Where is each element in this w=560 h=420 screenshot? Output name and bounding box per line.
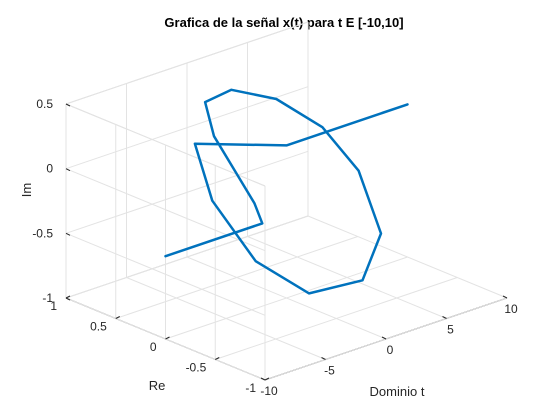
series-line — [164, 88, 409, 295]
grid-line — [65, 86, 309, 170]
y-tick-mark — [65, 295, 71, 299]
grid-line — [65, 103, 266, 187]
grid-lines — [65, 21, 508, 381]
grid-line — [65, 21, 309, 105]
grid-line — [165, 256, 408, 340]
y-axis-label: Re — [149, 378, 166, 393]
z-tick-mark — [65, 168, 71, 172]
axes-box — [65, 21, 508, 381]
z-tick-label: -1 — [42, 291, 53, 305]
y-tick-label: -1 — [245, 381, 256, 395]
x-tick-mark — [502, 295, 508, 299]
y-tick-label: 0 — [150, 340, 157, 354]
y-tick-label: -0.5 — [186, 361, 207, 375]
x-tick-mark — [321, 357, 326, 360]
grid-line — [65, 215, 309, 299]
grid-line — [65, 168, 266, 252]
y-tick-mark — [264, 377, 270, 381]
z-tick-label: 0 — [46, 162, 53, 176]
grid-line — [65, 150, 309, 234]
x-tick-label: 5 — [447, 323, 454, 337]
x-tick-label: -10 — [260, 384, 278, 398]
chart-title: Grafica de la señal x(t) para t E [-10,1… — [164, 15, 403, 30]
x-tick-mark — [381, 336, 387, 340]
z-tick-label: -0.5 — [32, 226, 53, 240]
x-tick-mark — [260, 377, 266, 381]
x-tick-label: -5 — [324, 364, 335, 378]
y-tick-mark — [165, 336, 170, 340]
z-tick-mark — [65, 297, 71, 301]
grid-line — [65, 232, 266, 316]
grid-line — [215, 277, 458, 360]
grid-line — [115, 236, 358, 319]
z-axis-label: Im — [19, 183, 34, 197]
y-tick-mark — [115, 316, 120, 319]
z-tick-mark — [65, 232, 71, 236]
x-axis-label: Dominio t — [370, 384, 425, 399]
x-tick-label: 0 — [387, 343, 394, 357]
x-tick-label: 10 — [504, 302, 518, 316]
z-tick-label: 0.5 — [36, 97, 53, 111]
plot-area — [164, 88, 409, 295]
y-tick-mark — [215, 357, 220, 360]
y-tick-label: 1 — [50, 299, 57, 313]
x-tick-mark — [442, 316, 447, 319]
y-tick-label: 0.5 — [90, 320, 107, 334]
z-tick-mark — [65, 103, 71, 107]
